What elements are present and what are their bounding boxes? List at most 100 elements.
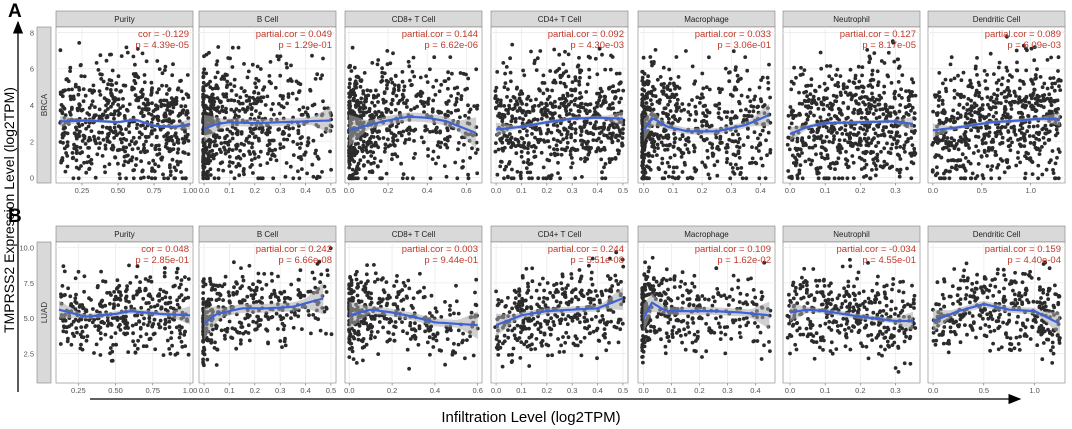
data-point [450, 71, 454, 76]
data-point [137, 95, 142, 100]
data-point [302, 152, 307, 157]
data-point [949, 55, 954, 60]
data-point [666, 136, 670, 141]
data-point [70, 331, 75, 336]
data-point [562, 147, 566, 152]
data-point [107, 290, 112, 295]
data-point [216, 176, 221, 181]
data-point [223, 135, 228, 140]
data-point [952, 76, 957, 81]
data-point [665, 147, 670, 152]
data-point [537, 103, 541, 108]
data-point [881, 112, 886, 117]
data-point [149, 305, 153, 309]
data-point [393, 133, 398, 138]
data-point [570, 161, 575, 166]
data-point [895, 152, 900, 157]
data-point [1027, 100, 1032, 105]
data-point [61, 319, 65, 323]
data-point [282, 137, 286, 142]
data-point [233, 113, 238, 118]
data-point [871, 78, 876, 82]
data-point [155, 90, 160, 95]
data-point [978, 113, 983, 118]
data-point [513, 119, 518, 124]
data-point [180, 345, 185, 349]
data-point [358, 158, 363, 163]
data-point [1030, 79, 1034, 84]
data-point [153, 176, 158, 181]
data-point [948, 118, 953, 123]
data-point [125, 50, 130, 55]
correlation-value: partial.cor = 0.033 [695, 29, 771, 40]
data-point [449, 94, 453, 98]
data-point [1012, 100, 1017, 105]
data-point [602, 165, 606, 170]
data-point [668, 155, 673, 160]
data-point [579, 133, 583, 138]
data-point [998, 157, 1003, 161]
data-point [394, 124, 399, 129]
data-point [105, 98, 109, 103]
data-point [474, 67, 479, 72]
data-point [109, 335, 114, 339]
data-point [358, 137, 363, 142]
data-point [892, 91, 897, 96]
data-point [220, 160, 225, 165]
data-point [912, 111, 917, 115]
data-point [79, 108, 84, 113]
data-point [658, 133, 663, 138]
data-point [613, 156, 618, 161]
data-point [502, 85, 507, 90]
data-point [1035, 95, 1040, 100]
x-tick-label: 0.3 [275, 186, 285, 195]
data-point [444, 174, 449, 179]
data-point [1035, 124, 1040, 128]
data-point [976, 162, 981, 166]
data-point [319, 133, 324, 138]
data-point [800, 176, 805, 181]
data-point [141, 296, 146, 301]
data-point [170, 343, 175, 348]
data-point [163, 114, 168, 119]
data-point [310, 162, 315, 167]
data-point [86, 124, 91, 129]
data-point [640, 100, 645, 105]
data-point [856, 64, 861, 69]
data-point [353, 79, 358, 84]
data-point [1055, 131, 1060, 136]
data-point [831, 125, 836, 130]
data-point [101, 137, 106, 142]
data-point [680, 102, 685, 106]
data-point [544, 109, 548, 113]
data-point [671, 165, 676, 170]
data-point [142, 73, 147, 77]
data-point [822, 81, 827, 86]
data-point [1026, 114, 1030, 118]
correlation-value: partial.cor = 0.092 [548, 29, 624, 40]
data-point [388, 124, 393, 129]
data-point [889, 130, 894, 135]
data-point [1020, 98, 1025, 103]
data-point [539, 150, 544, 155]
data-point [431, 149, 436, 154]
data-point [1004, 158, 1009, 163]
data-point [812, 138, 816, 142]
data-point [1016, 156, 1020, 160]
data-point [260, 176, 265, 181]
data-point [894, 145, 899, 150]
x-tick-label: 0.0 [344, 186, 354, 195]
data-point [255, 64, 260, 69]
data-point [648, 55, 653, 59]
data-point [520, 91, 525, 96]
data-point [123, 149, 127, 154]
data-point [296, 128, 301, 133]
data-point [98, 72, 103, 76]
x-tick-label: 0.0 [199, 186, 209, 195]
data-point [234, 146, 239, 151]
data-point [986, 102, 990, 107]
data-point [146, 101, 150, 105]
data-point [943, 77, 948, 82]
data-point [665, 95, 670, 100]
